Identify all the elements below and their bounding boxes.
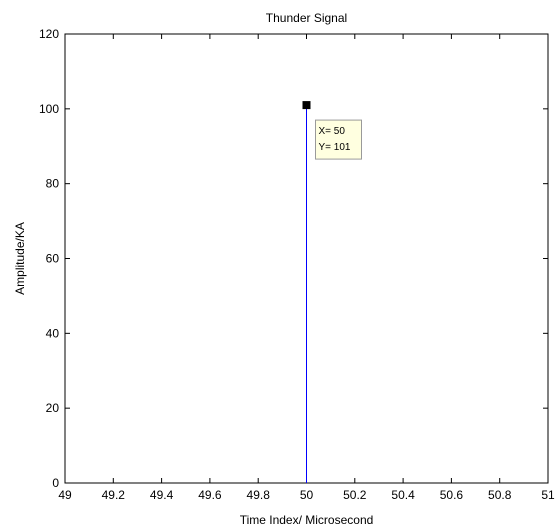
y-axis-title: Amplitude/KA [13,222,27,295]
x-tick-label: 50.4 [391,488,415,502]
x-tick-label: 49.8 [247,488,271,502]
x-tick-label: 49.2 [102,488,126,502]
chart-title: Thunder Signal [266,11,347,25]
data-tip[interactable]: X= 50 Y= 101 [302,101,362,160]
y-axis: 0 20 40 60 80 100 120 [39,27,548,490]
y-tick-label: 40 [46,326,60,340]
x-tick-label: 50.6 [440,488,464,502]
x-axis: 49 49.2 49.4 49.6 49.8 50 50.2 50.4 50.6 50.8 51 [58,34,555,502]
datatip-box [315,119,362,160]
x-tick-label: 50.2 [343,488,367,502]
x-tick-label: 50.8 [488,488,512,502]
y-tick-label: 20 [46,401,60,415]
x-tick-label: 50 [300,488,314,502]
x-axis-title: Time Index/ Microsecond [240,513,374,527]
y-tick-label: 0 [52,476,59,490]
x-tick-label: 51 [541,488,555,502]
y-tick-label: 60 [46,252,60,266]
x-tick-label: 49.4 [150,488,174,502]
y-tick-label: 80 [46,177,60,191]
datatip-y-text: Y= 101 [319,142,351,153]
datatip-marker[interactable] [302,101,311,110]
x-tick-label: 49 [58,488,72,502]
datatip-x-text: X= 50 [319,126,346,137]
x-tick-label: 49.6 [198,488,222,502]
y-tick-label: 120 [39,27,59,41]
y-tick-label: 100 [39,102,59,116]
